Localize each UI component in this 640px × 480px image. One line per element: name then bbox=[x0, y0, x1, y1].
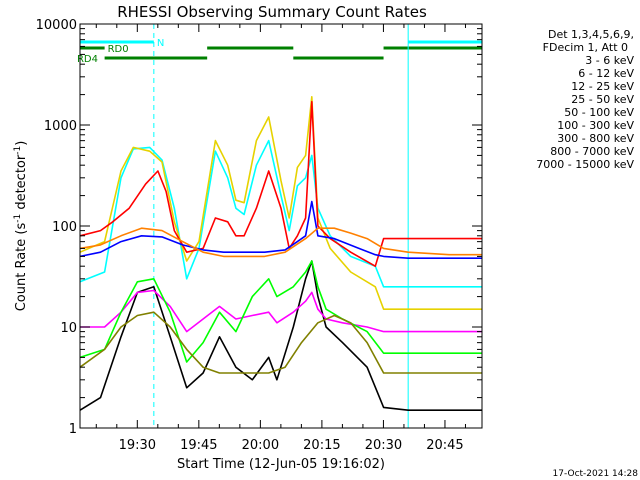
series-line-8 bbox=[79, 311, 482, 374]
x-tick-label-2: 20:00 bbox=[242, 438, 279, 453]
flag-bar-label-rd0: RD0 bbox=[108, 44, 129, 55]
legend-entry-1: 6 - 12 keV bbox=[578, 67, 634, 80]
y-axis-title-exp1: -1 bbox=[13, 214, 23, 223]
y-axis-title-main: Count Rate (s bbox=[14, 223, 29, 312]
flag-bars: N RD0 RD4 bbox=[77, 38, 482, 65]
x-tick-label-1: 19:45 bbox=[180, 438, 217, 453]
legend: Det 1,3,4,5,6,9, FDecim 1, Att 0 3 - 6 k… bbox=[536, 28, 634, 171]
chart-title: RHESSI Observing Summary Count Rates bbox=[117, 3, 427, 21]
y-tick-label-1: 10 bbox=[60, 321, 77, 336]
series-line-2 bbox=[79, 260, 482, 363]
x-axis-title: Start Time (12-Jun-05 19:16:02) bbox=[177, 457, 385, 472]
series-line-5 bbox=[79, 100, 482, 267]
y-axis-title-mid: detector bbox=[14, 154, 29, 214]
x-tick-label-5: 20:45 bbox=[426, 438, 463, 453]
y-tick-label-0: 1 bbox=[69, 422, 77, 437]
series-line-7 bbox=[79, 227, 482, 258]
legend-entry-5: 100 - 300 keV bbox=[557, 119, 634, 132]
y-axis-ticks: 1 10 100 1000 10000 bbox=[36, 18, 482, 437]
legend-header-line-2: FDecim 1, Att 0 bbox=[543, 41, 628, 54]
series-line-6 bbox=[79, 200, 482, 259]
series-line-3 bbox=[79, 139, 482, 288]
legend-entry-8: 7000 - 15000 keV bbox=[536, 158, 634, 171]
x-axis-ticks: 19:30 19:45 20:00 20:15 20:30 20:45 bbox=[95, 24, 466, 453]
legend-entry-6: 300 - 800 keV bbox=[557, 132, 634, 145]
y-tick-label-4: 10000 bbox=[36, 18, 77, 33]
flag-bar-label-rd4: RD4 bbox=[77, 54, 98, 65]
y-axis-title-exp2: -1 bbox=[13, 146, 23, 155]
series-line-4 bbox=[79, 96, 482, 310]
x-tick-label-0: 19:30 bbox=[119, 438, 156, 453]
legend-entry-2: 12 - 25 keV bbox=[571, 80, 634, 93]
y-axis-title-end: ) bbox=[14, 141, 29, 146]
flag-bar-label-n: N bbox=[157, 38, 164, 49]
legend-entry-0: 3 - 6 keV bbox=[585, 54, 634, 67]
footer-timestamp: 17-Oct-2021 14:28 bbox=[553, 469, 639, 479]
y-axis-title: Count Rate (s-1 detector-1) bbox=[13, 141, 29, 312]
x-tick-label-3: 20:15 bbox=[303, 438, 340, 453]
x-tick-label-4: 20:30 bbox=[365, 438, 402, 453]
legend-entry-4: 50 - 100 keV bbox=[564, 106, 634, 119]
series-line-0 bbox=[79, 260, 482, 411]
series-lines bbox=[79, 96, 482, 411]
y-tick-label-3: 1000 bbox=[44, 119, 77, 134]
series-line-1 bbox=[80, 289, 482, 333]
legend-header-line-1: Det 1,3,4,5,6,9, bbox=[548, 28, 634, 41]
legend-entry-7: 800 - 7000 keV bbox=[550, 145, 634, 158]
legend-entry-3: 25 - 50 keV bbox=[571, 93, 634, 106]
y-tick-label-2: 100 bbox=[52, 220, 77, 235]
